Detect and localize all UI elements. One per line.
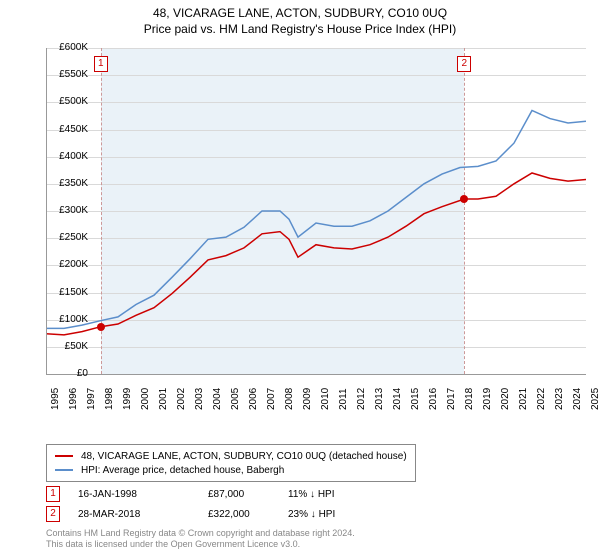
legend-swatch [55, 455, 73, 457]
x-tick-label: 1995 [50, 380, 61, 410]
sale-date: 16-JAN-1998 [78, 489, 208, 500]
chart-title: 48, VICARAGE LANE, ACTON, SUDBURY, CO10 … [0, 0, 600, 20]
chart-container: 48, VICARAGE LANE, ACTON, SUDBURY, CO10 … [0, 0, 600, 560]
footer-attribution: Contains HM Land Registry data © Crown c… [46, 528, 355, 550]
sale-price: £87,000 [208, 489, 288, 500]
sale-marker-dot [97, 323, 105, 331]
sale-row: 2 28-MAR-2018£322,00023% ↓ HPI [46, 504, 388, 524]
legend: 48, VICARAGE LANE, ACTON, SUDBURY, CO10 … [46, 444, 416, 482]
y-tick-label: £550K [46, 69, 88, 80]
x-tick-label: 2004 [212, 380, 223, 410]
x-tick-label: 2016 [428, 380, 439, 410]
x-axis [46, 374, 586, 375]
x-tick-label: 2011 [338, 380, 349, 410]
x-tick-label: 2015 [410, 380, 421, 410]
series-line [46, 111, 586, 329]
x-tick-label: 2021 [518, 380, 529, 410]
y-tick-label: £450K [46, 124, 88, 135]
y-tick-label: £100K [46, 314, 88, 325]
x-tick-label: 1999 [122, 380, 133, 410]
sale-row-marker: 2 [46, 506, 60, 522]
y-tick-label: £350K [46, 178, 88, 189]
sale-delta: 11% ↓ HPI [288, 489, 388, 500]
legend-item: 48, VICARAGE LANE, ACTON, SUDBURY, CO10 … [55, 449, 407, 463]
y-tick-label: £200K [46, 259, 88, 270]
footer-line2: This data is licensed under the Open Gov… [46, 539, 355, 550]
y-tick-label: £500K [46, 96, 88, 107]
x-tick-label: 2024 [572, 380, 583, 410]
x-tick-label: 2017 [446, 380, 457, 410]
x-tick-label: 1996 [68, 380, 79, 410]
legend-item: HPI: Average price, detached house, Babe… [55, 463, 407, 477]
x-tick-label: 2003 [194, 380, 205, 410]
x-tick-label: 2012 [356, 380, 367, 410]
y-tick-label: £50K [46, 341, 88, 352]
x-tick-label: 2022 [536, 380, 547, 410]
plot-area: £0 £50K £100K £150K £200K £250K £300K £350K £400… [46, 48, 586, 408]
x-tick-label: 2000 [140, 380, 151, 410]
x-tick-label: 2019 [482, 380, 493, 410]
sales-table: 1 16-JAN-1998£87,00011% ↓ HPI 2 28-MAR-2018… [46, 484, 388, 524]
sale-price: £322,000 [208, 509, 288, 520]
x-tick-label: 2007 [266, 380, 277, 410]
x-tick-label: 2023 [554, 380, 565, 410]
y-tick-label: £600K [46, 42, 88, 53]
x-tick-label: 2002 [176, 380, 187, 410]
x-tick-label: 2013 [374, 380, 385, 410]
y-tick-label: £250K [46, 232, 88, 243]
x-tick-label: 2005 [230, 380, 241, 410]
x-tick-label: 1997 [86, 380, 97, 410]
x-tick-label: 2025 [590, 380, 600, 410]
y-tick-label: £300K [46, 205, 88, 216]
legend-swatch [55, 469, 73, 471]
legend-label: 48, VICARAGE LANE, ACTON, SUDBURY, CO10 … [81, 451, 407, 462]
x-tick-label: 2006 [248, 380, 259, 410]
x-tick-label: 2009 [302, 380, 313, 410]
y-tick-label: £400K [46, 151, 88, 162]
x-tick-label: 2008 [284, 380, 295, 410]
legend-label: HPI: Average price, detached house, Babe… [81, 465, 284, 476]
footer-line1: Contains HM Land Registry data © Crown c… [46, 528, 355, 539]
chart-subtitle: Price paid vs. HM Land Registry's House … [0, 20, 600, 36]
sale-date: 28-MAR-2018 [78, 509, 208, 520]
x-tick-label: 2010 [320, 380, 331, 410]
x-tick-label: 2001 [158, 380, 169, 410]
sale-row-marker: 1 [46, 486, 60, 502]
sale-delta: 23% ↓ HPI [288, 509, 388, 520]
x-tick-label: 2018 [464, 380, 475, 410]
x-tick-label: 1998 [104, 380, 115, 410]
x-tick-label: 2014 [392, 380, 403, 410]
y-tick-label: £150K [46, 287, 88, 298]
sale-marker-label: 1 [94, 56, 108, 72]
line-series [46, 48, 586, 374]
sale-marker-label: 2 [457, 56, 471, 72]
y-tick-label: £0 [46, 368, 88, 379]
sale-row: 1 16-JAN-1998£87,00011% ↓ HPI [46, 484, 388, 504]
x-tick-label: 2020 [500, 380, 511, 410]
